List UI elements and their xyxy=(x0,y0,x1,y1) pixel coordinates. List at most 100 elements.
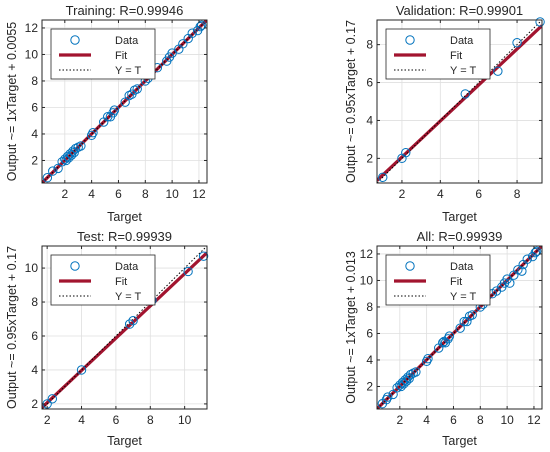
x-tick-label: 6 xyxy=(113,413,120,427)
data-point xyxy=(183,266,193,277)
y-tick-label: 10 xyxy=(25,261,39,275)
y-tick-label: 12 xyxy=(25,21,39,35)
x-tick-label: 10 xyxy=(165,187,179,201)
legend-entry-label: Data xyxy=(115,35,139,47)
data-point xyxy=(128,316,138,326)
data-point xyxy=(47,394,58,404)
identity-line xyxy=(42,246,207,409)
x-tick-label: 4 xyxy=(78,413,85,427)
legend-entry-label: Fit xyxy=(450,50,462,62)
data-point xyxy=(178,39,188,49)
legend-data-marker xyxy=(405,261,415,271)
data-point xyxy=(397,377,408,388)
data-point xyxy=(522,254,532,264)
y-tick-label: 2 xyxy=(366,151,373,165)
y-tick-label: 2 xyxy=(31,397,38,411)
data-point xyxy=(381,395,392,405)
legend-entry-label: Y = T xyxy=(115,291,141,303)
legend-data-marker xyxy=(70,261,80,271)
legend-entry-label: Fit xyxy=(450,276,462,288)
x-tick-label: 8 xyxy=(147,413,154,427)
data-point xyxy=(108,108,118,118)
data-point xyxy=(517,266,527,276)
y-tick-label: 8 xyxy=(366,300,373,314)
x-tick-label: 8 xyxy=(142,187,149,201)
data-point xyxy=(88,127,98,138)
data-point xyxy=(48,166,58,176)
y-tick-label: 4 xyxy=(31,127,38,141)
y-tick-label: 6 xyxy=(31,100,38,114)
data-point xyxy=(76,141,86,151)
x-tick-label: 6 xyxy=(115,187,122,201)
data-point xyxy=(124,319,135,329)
data-point xyxy=(395,380,405,390)
data-point xyxy=(76,365,87,375)
identity-line xyxy=(377,20,542,183)
data-point xyxy=(531,246,542,257)
x-axis-label: Target xyxy=(442,210,477,224)
data-point xyxy=(378,172,388,183)
legend-entry-label: Data xyxy=(115,261,139,273)
legend-entry-label: Fit xyxy=(115,276,127,288)
panel-test: 2 4 6 8 10 2 4 6 8 10 Data Fit Y = T Test: R=0.999… xyxy=(5,229,209,448)
x-tick-label: 8 xyxy=(514,187,521,201)
data-point xyxy=(57,157,67,167)
data-point xyxy=(460,89,470,99)
data-point xyxy=(467,310,477,320)
y-tick-label: 6 xyxy=(366,76,373,90)
y-tick-label: 8 xyxy=(31,295,38,309)
data-point xyxy=(167,48,177,58)
panel-title: Validation: R=0.99901 xyxy=(396,3,523,18)
x-tick-label: 6 xyxy=(450,413,457,427)
data-point xyxy=(109,105,120,115)
panel-training: 2 4 6 8 10 12 2 4 6 8 10 12 Data Fit Y = T Training:… xyxy=(5,3,208,224)
y-axis-label: Output ~= 1xTarget + 0.013 xyxy=(344,251,358,404)
y-tick-label: 6 xyxy=(31,329,38,343)
legend-entry-label: Fit xyxy=(115,50,127,62)
panel-all: 2 4 6 8 10 12 2 4 6 8 10 12 Data Fit Y = T All: R=0.… xyxy=(344,229,543,448)
y-tick-label: 10 xyxy=(360,273,374,287)
data-point xyxy=(443,334,453,344)
x-axis-label: Target xyxy=(107,434,142,448)
x-tick-label: 4 xyxy=(88,187,95,201)
data-point xyxy=(530,247,540,258)
data-point xyxy=(196,20,207,31)
data-point xyxy=(400,375,410,385)
legend-entry-label: Y = T xyxy=(115,65,141,77)
panel-title: Training: R=0.99946 xyxy=(66,3,184,18)
data-point xyxy=(423,353,433,364)
legend-data-marker xyxy=(405,35,415,45)
data-point xyxy=(42,172,53,183)
panel-title: All: R=0.99939 xyxy=(417,229,503,244)
data-point xyxy=(535,17,545,27)
y-axis-label: Output ~= 0.95xTarget + 0.17 xyxy=(5,246,19,409)
x-tick-label: 12 xyxy=(527,413,541,427)
data-point xyxy=(86,130,97,140)
x-tick-label: 10 xyxy=(178,413,192,427)
legend-data-marker xyxy=(70,35,80,45)
panel-title: Test: R=0.99939 xyxy=(77,229,172,244)
data-point xyxy=(512,38,522,48)
data-point xyxy=(444,331,455,341)
y-tick-label: 6 xyxy=(366,326,373,340)
data-point xyxy=(62,151,73,162)
data-point xyxy=(505,278,515,288)
data-point xyxy=(198,251,209,261)
y-tick-label: 2 xyxy=(366,379,373,393)
identity-line xyxy=(42,20,207,183)
data-point xyxy=(383,392,393,402)
y-tick-label: 12 xyxy=(360,247,374,261)
data-point xyxy=(132,84,142,94)
y-tick-label: 4 xyxy=(366,113,373,127)
data-point xyxy=(493,66,503,76)
x-axis-label: Target xyxy=(107,210,142,224)
x-tick-label: 2 xyxy=(399,187,406,201)
legend-entry-label: Data xyxy=(450,261,474,273)
data-point xyxy=(513,265,523,275)
data-point xyxy=(459,316,469,327)
data-point xyxy=(401,147,411,158)
x-tick-label: 2 xyxy=(44,413,51,427)
x-tick-label: 4 xyxy=(437,187,444,201)
data-point xyxy=(462,316,472,327)
